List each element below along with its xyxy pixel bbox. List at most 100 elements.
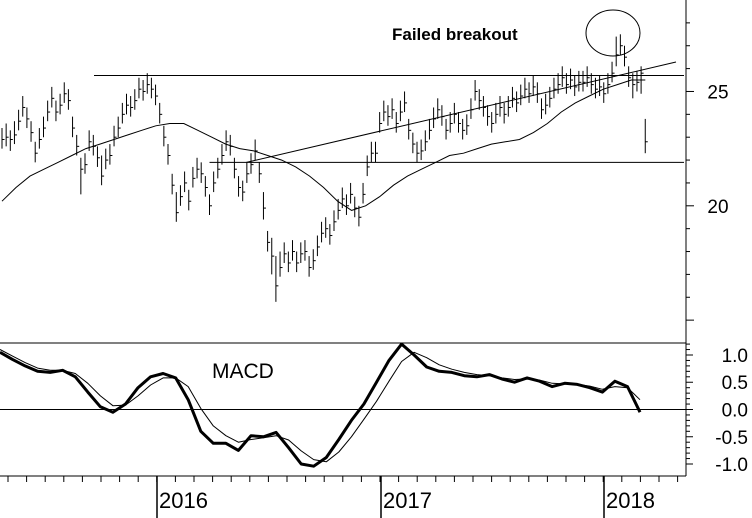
price-bar [84, 153, 88, 174]
price-bar [445, 118, 449, 140]
price-bar [611, 61, 615, 83]
price-bar [395, 112, 399, 133]
price-bar [337, 198, 341, 220]
price-bar [458, 112, 461, 133]
price-bar [30, 121, 34, 142]
price-bar [188, 189, 192, 211]
price-bar [420, 139, 424, 161]
price-bar [582, 70, 586, 92]
price-bar [51, 86, 55, 108]
price-bar [428, 118, 432, 140]
price-bar [109, 144, 113, 165]
price-bar [499, 96, 503, 117]
price-bar [225, 130, 229, 151]
price-bar [246, 162, 250, 183]
price-bar [221, 144, 225, 165]
price-bar [536, 82, 540, 103]
macd-y-tick-label: 1.0 [722, 346, 748, 367]
price-bar [424, 130, 428, 151]
x-tick-label: 2018 [606, 488, 655, 513]
price-bar [449, 112, 453, 133]
price-bar [416, 141, 420, 163]
price-bar [175, 192, 179, 222]
price-bar [399, 100, 403, 122]
price-bar [362, 182, 366, 204]
price-bar [155, 84, 159, 106]
price-bar [283, 242, 287, 263]
price-bar [134, 89, 138, 110]
price-bar [262, 192, 266, 220]
price-bar [495, 102, 499, 124]
price-bar [404, 91, 408, 113]
price-bar [615, 36, 619, 67]
price-bar [619, 34, 623, 55]
price-bar [233, 157, 237, 179]
price-bar [557, 73, 561, 94]
failed-breakout-annotation: Failed breakout [392, 25, 518, 44]
macd-y-tick-label: -0.5 [715, 428, 748, 449]
macd-y-tick-label: 0.5 [722, 373, 748, 394]
price-bar [192, 166, 196, 188]
price-bar [209, 194, 212, 215]
price-bar [279, 251, 283, 277]
price-bar [437, 98, 441, 119]
price-bar [586, 66, 590, 87]
price-bar [196, 157, 200, 179]
x-tick-label: 2016 [159, 488, 208, 513]
price-bar [204, 176, 208, 197]
price-bar [644, 118, 648, 154]
price-bar [578, 70, 582, 92]
macd-y-tick-label: 0.0 [722, 401, 748, 422]
price-bar [474, 80, 478, 101]
price-bar [250, 153, 254, 174]
price-bar [13, 121, 17, 145]
price-bar [358, 205, 362, 227]
x-axis: 2016 2017 2018 [0, 475, 686, 518]
price-bar [329, 224, 333, 245]
price-bar [296, 251, 300, 273]
price-bar [387, 105, 391, 126]
price-bar [287, 251, 291, 273]
price-bar [5, 123, 9, 147]
price-bar [624, 45, 627, 67]
price-bar [453, 102, 457, 124]
price-bar [96, 146, 100, 167]
price-bar [22, 96, 26, 117]
price-bar [607, 73, 611, 94]
price-bar [105, 148, 109, 170]
price-bar [520, 84, 524, 106]
price-bar [487, 105, 491, 126]
macd-panel: 1.0 0.5 0.0 -0.5 -1.0 [0, 342, 748, 476]
price-bar [217, 157, 221, 179]
moving-average-line [1, 79, 646, 211]
price-bar [375, 141, 378, 163]
price-bar [258, 162, 262, 183]
price-bar [308, 256, 312, 277]
price-bar [238, 176, 242, 197]
price-bar [491, 112, 495, 133]
price-bar [482, 96, 486, 117]
price-bar [26, 107, 30, 129]
price-bar [516, 91, 520, 113]
price-bar [146, 73, 150, 94]
price-bar [350, 182, 354, 204]
price-bar [408, 118, 412, 140]
price-bar [478, 89, 482, 110]
price-bar [300, 242, 304, 263]
price-bar [159, 102, 163, 124]
price-bar [63, 82, 67, 103]
price-bar [632, 73, 636, 99]
price-bar [138, 77, 142, 99]
price-bar [561, 66, 565, 87]
price-bar [18, 109, 22, 131]
price-bar [76, 134, 80, 156]
price-bar [121, 102, 125, 124]
trendline [246, 61, 677, 163]
price-bar [275, 256, 279, 302]
price-bar [570, 68, 574, 90]
price-y-tick-label: 25 [707, 82, 728, 103]
price-bar [441, 105, 445, 126]
price-bar [524, 77, 528, 99]
price-bar [503, 102, 507, 124]
